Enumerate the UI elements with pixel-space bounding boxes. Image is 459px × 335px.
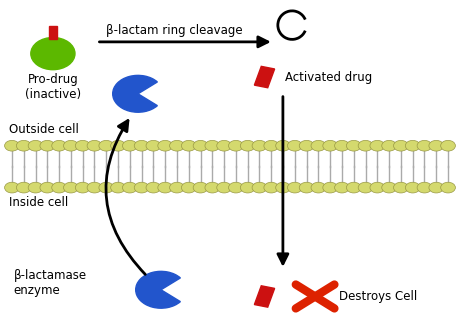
Circle shape [228, 182, 243, 193]
Circle shape [287, 182, 302, 193]
Text: β-lactam ring cleavage: β-lactam ring cleavage [106, 24, 242, 37]
Circle shape [111, 140, 125, 151]
Circle shape [51, 182, 66, 193]
Circle shape [17, 140, 31, 151]
Text: β-lactamase
enzyme: β-lactamase enzyme [14, 269, 87, 297]
Circle shape [28, 140, 43, 151]
Circle shape [440, 182, 454, 193]
Circle shape [393, 140, 408, 151]
Circle shape [287, 140, 302, 151]
Circle shape [40, 182, 55, 193]
Circle shape [299, 140, 313, 151]
Circle shape [146, 182, 160, 193]
Circle shape [193, 182, 207, 193]
Circle shape [440, 140, 454, 151]
Text: Outside cell: Outside cell [9, 123, 79, 136]
Circle shape [310, 140, 325, 151]
Circle shape [428, 140, 442, 151]
Circle shape [369, 182, 384, 193]
Circle shape [275, 182, 290, 193]
Circle shape [275, 140, 290, 151]
Text: Activated drug: Activated drug [285, 71, 372, 83]
Circle shape [381, 140, 396, 151]
Bar [49, 26, 57, 39]
Circle shape [263, 140, 278, 151]
Circle shape [157, 140, 172, 151]
Circle shape [228, 140, 243, 151]
Circle shape [393, 182, 408, 193]
Circle shape [346, 140, 360, 151]
Circle shape [181, 140, 196, 151]
Circle shape [134, 140, 149, 151]
Circle shape [299, 182, 313, 193]
Circle shape [87, 140, 101, 151]
Circle shape [134, 182, 149, 193]
Bar [254, 286, 274, 307]
Circle shape [216, 182, 231, 193]
Wedge shape [135, 271, 180, 308]
Circle shape [99, 182, 113, 193]
Circle shape [51, 140, 66, 151]
Circle shape [369, 140, 384, 151]
Circle shape [240, 182, 254, 193]
Circle shape [252, 182, 266, 193]
Circle shape [75, 182, 90, 193]
Circle shape [404, 140, 419, 151]
Circle shape [157, 182, 172, 193]
Circle shape [75, 140, 90, 151]
Text: Destroys Cell: Destroys Cell [338, 290, 416, 303]
Circle shape [381, 182, 396, 193]
Circle shape [416, 182, 431, 193]
Circle shape [240, 140, 254, 151]
Circle shape [334, 182, 348, 193]
Circle shape [216, 140, 231, 151]
Text: Pro-drug
(inactive): Pro-drug (inactive) [25, 73, 81, 101]
Circle shape [87, 182, 101, 193]
Circle shape [193, 140, 207, 151]
Circle shape [334, 140, 348, 151]
Circle shape [310, 182, 325, 193]
Circle shape [404, 182, 419, 193]
Circle shape [17, 182, 31, 193]
Circle shape [122, 182, 137, 193]
Circle shape [205, 182, 219, 193]
Wedge shape [112, 75, 157, 112]
Circle shape [63, 140, 78, 151]
Circle shape [205, 140, 219, 151]
Circle shape [428, 182, 442, 193]
Circle shape [252, 140, 266, 151]
Circle shape [322, 140, 337, 151]
Circle shape [169, 182, 184, 193]
Circle shape [28, 182, 43, 193]
Circle shape [181, 182, 196, 193]
Circle shape [122, 140, 137, 151]
Circle shape [31, 38, 75, 70]
Circle shape [40, 140, 55, 151]
Circle shape [322, 182, 337, 193]
Circle shape [263, 182, 278, 193]
Circle shape [111, 182, 125, 193]
Circle shape [63, 182, 78, 193]
Circle shape [358, 140, 372, 151]
Circle shape [5, 182, 19, 193]
Circle shape [146, 140, 160, 151]
Bar [254, 66, 274, 88]
Circle shape [99, 140, 113, 151]
Text: Inside cell: Inside cell [9, 196, 68, 209]
Circle shape [5, 140, 19, 151]
Circle shape [358, 182, 372, 193]
Circle shape [416, 140, 431, 151]
Circle shape [346, 182, 360, 193]
Circle shape [169, 140, 184, 151]
